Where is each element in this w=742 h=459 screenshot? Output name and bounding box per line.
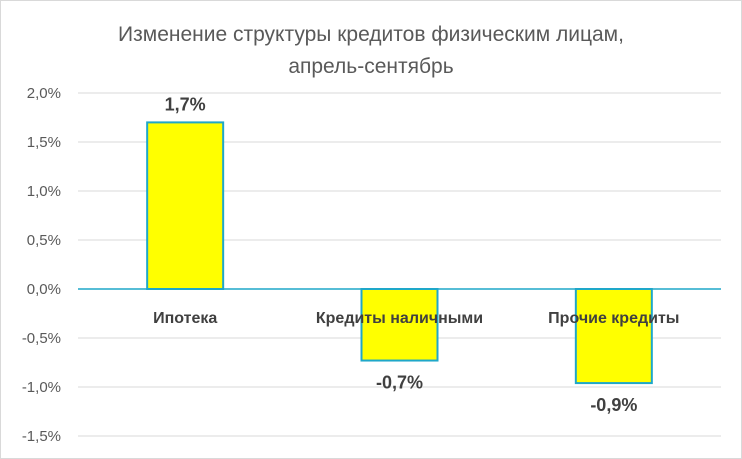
y-tick-label: -0,5% — [22, 330, 61, 347]
bar — [574, 288, 653, 385]
y-tick-label: 0,0% — [27, 281, 61, 298]
bars — [146, 121, 653, 385]
y-tick-label: -1,5% — [22, 428, 61, 445]
y-tick-label: 0,5% — [27, 232, 61, 249]
data-label: 1,7% — [165, 94, 206, 114]
labels: 1,7% Ипотека -0,7% Кредиты наличными -0,9% Пр… — [153, 94, 679, 415]
y-tick-label: -1,0% — [22, 379, 61, 396]
y-tick-label: 2,0% — [27, 85, 61, 102]
category-label: Кредиты наличными — [316, 310, 483, 327]
y-axis-tick-labels: 2,0% 1,5% 1,0% 0,5% 0,0% -0,5% -1,0% -1,5% — [22, 85, 61, 445]
category-label: Ипотека — [153, 310, 217, 327]
y-tick-label: 1,5% — [27, 134, 61, 151]
category-label: Прочие кредиты — [548, 310, 679, 327]
data-label: -0,9% — [590, 395, 637, 415]
bar — [360, 288, 439, 362]
chart-title-line-1: Изменение структуры кредитов физическим … — [118, 23, 624, 46]
y-tick-label: 1,0% — [27, 183, 61, 200]
chart-title-line-2: апрель-сентябрь — [288, 55, 453, 78]
data-label: -0,7% — [376, 373, 423, 393]
bar — [146, 121, 225, 291]
